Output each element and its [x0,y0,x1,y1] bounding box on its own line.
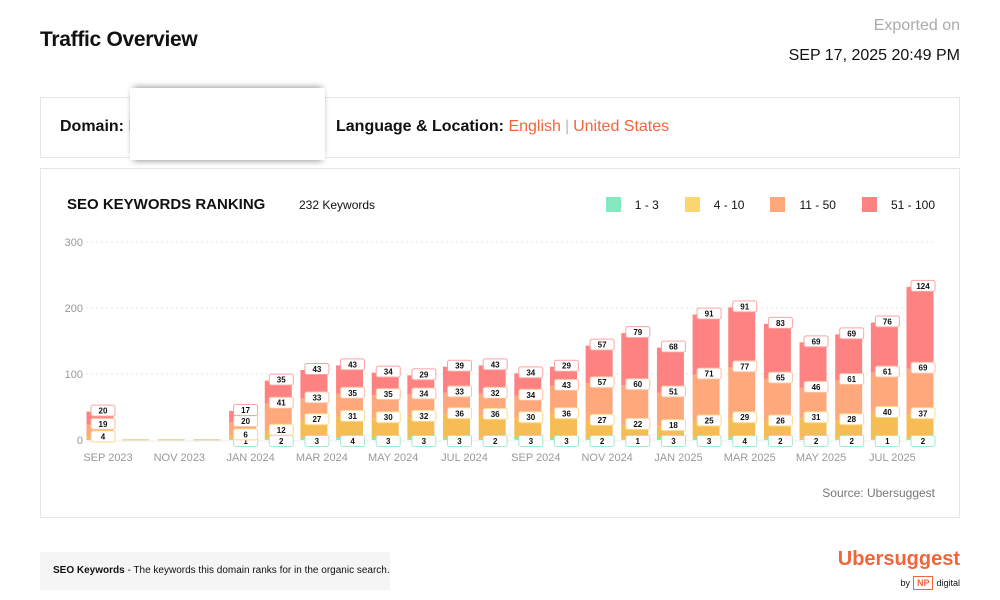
legend-label: 11 - 50 [799,197,836,212]
separator: | [564,118,570,135]
source-note: Source: Ubersuggest [822,486,935,500]
legend-swatch [770,197,786,212]
footnote-term: SEO Keywords [53,565,125,576]
legend-swatch [684,197,700,212]
chart-title: SEO KEYWORDS RANKING [67,196,266,213]
legend-item-11-50[interactable]: 11 - 50 [770,197,836,212]
by-text: by [900,578,910,588]
domain-label: Domain: [60,118,124,135]
location-value: United States [573,118,670,135]
legend-swatch [605,197,621,212]
legend-item-4-10[interactable]: 4 - 10 [684,197,745,212]
legend-item-51-100[interactable]: 51 - 100 [861,197,935,212]
np-digital-logo: by NP digital [900,576,960,590]
redaction-patch [130,88,325,160]
legend-label: 4 - 10 [713,197,745,212]
legend-swatch [861,197,877,212]
chart-card: SEO KEYWORDS RANKING 232 Keywords 1 - 3 … [40,168,960,518]
legend-label: 1 - 3 [634,197,659,212]
keyword-count: 232 Keywords [299,198,376,212]
language-label: Language & Location: [336,118,504,135]
page-title: Traffic Overview [40,28,198,51]
exported-date: SEP 17, 2025 20:49 PM [788,47,960,64]
legend-item-1-3[interactable]: 1 - 3 [605,197,659,212]
legend: 1 - 3 4 - 10 11 - 50 51 - 100 [580,197,935,212]
domain-row: Domain: h [60,118,137,136]
language-row: Language & Location: English | United Stat… [336,118,669,136]
footnote-text: - The keywords this domain ranks for in … [124,565,390,576]
exported-label: Exported on [873,17,960,34]
digital-text: digital [936,578,960,588]
language-value: English [508,118,561,135]
ubersuggest-logo: Ubersuggest [837,548,960,570]
footnote: SEO Keywords - The keywords this domain … [40,552,390,590]
np-badge: NP [912,576,934,590]
legend-label: 51 - 100 [890,197,935,212]
info-panel: Domain: h Language & Location: English|U… [40,97,960,158]
